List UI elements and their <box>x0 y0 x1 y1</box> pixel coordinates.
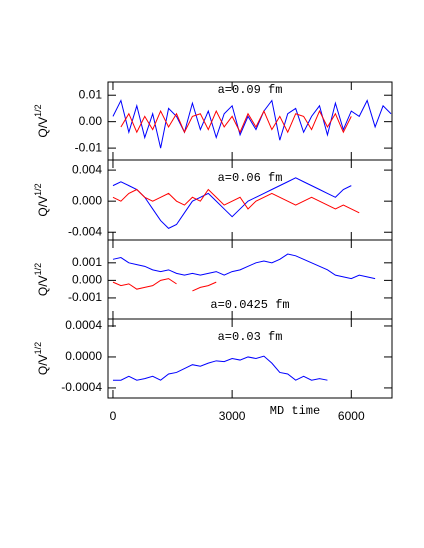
series-line <box>112 99 392 149</box>
y-tick-label: 0.000 <box>72 273 102 287</box>
y-tick-label: 0.0000 <box>65 349 102 363</box>
series-line <box>112 177 352 229</box>
series-line <box>120 109 352 134</box>
series-line <box>112 355 328 381</box>
x-tick-label: 3000 <box>219 409 246 423</box>
y-tick-label: 0.004 <box>72 162 102 176</box>
x-tick-label: 0 <box>110 409 117 423</box>
y-axis-label-base: Q/V <box>36 196 50 217</box>
annotation: a=0.0425 fm <box>210 298 289 312</box>
x-axis-label: MD time <box>270 404 320 418</box>
series-line <box>112 188 360 214</box>
y-tick-label: -0.0004 <box>61 380 102 394</box>
y-axis-label: Q/V1/2 <box>33 342 50 375</box>
y-axis-label-base: Q/V <box>36 275 50 296</box>
series-line <box>112 253 376 280</box>
x-tick-label: 6000 <box>338 409 365 423</box>
y-tick-label: 0.00 <box>79 114 103 128</box>
y-tick-label: -0.01 <box>75 140 103 154</box>
annotation: a=0.06 fm <box>218 171 283 185</box>
y-tick-label: -0.004 <box>68 224 102 238</box>
y-axis-label-sup: 1/2 <box>33 183 43 196</box>
annotation: a=0.09 fm <box>218 83 283 97</box>
y-tick-label: 0.000 <box>72 193 102 207</box>
y-tick-label: -0.001 <box>68 290 102 304</box>
y-axis-label-base: Q/V <box>36 354 50 375</box>
y-axis-label-sup: 1/2 <box>33 263 43 276</box>
y-axis-label-base: Q/V <box>36 117 50 138</box>
y-axis-label: Q/V1/2 <box>33 183 50 216</box>
y-tick-label: 0.0004 <box>65 318 102 332</box>
annotation: a=0.03 fm <box>218 330 283 344</box>
y-tick-label: 0.01 <box>79 87 103 101</box>
y-axis-label: Q/V1/2 <box>33 263 50 296</box>
y-axis-label-sup: 1/2 <box>33 104 43 117</box>
y-axis-label-sup: 1/2 <box>33 342 43 355</box>
y-tick-label: 0.001 <box>72 255 102 269</box>
y-axis-label: Q/V1/2 <box>33 104 50 137</box>
panel-frame <box>107 318 393 399</box>
series-line <box>112 278 217 292</box>
